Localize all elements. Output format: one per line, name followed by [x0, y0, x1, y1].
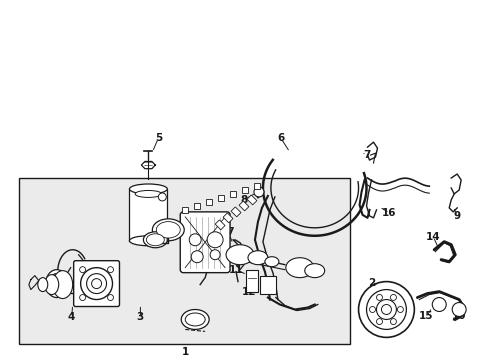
Ellipse shape	[181, 310, 209, 329]
Text: 16: 16	[382, 208, 396, 218]
Text: 2: 2	[367, 278, 374, 288]
Bar	[218, 195, 224, 201]
Bar	[229, 191, 236, 197]
Text: 11: 11	[228, 265, 243, 275]
Ellipse shape	[247, 251, 267, 265]
Text: 10: 10	[451, 311, 466, 321]
Bar	[129, 189, 167, 241]
Ellipse shape	[152, 219, 184, 241]
Ellipse shape	[143, 232, 167, 248]
Circle shape	[207, 232, 223, 248]
FancyBboxPatch shape	[180, 212, 229, 273]
Ellipse shape	[135, 190, 162, 197]
Bar	[223, 213, 232, 223]
Text: 13: 13	[188, 237, 203, 247]
Text: 14: 14	[425, 232, 440, 242]
Circle shape	[358, 282, 413, 337]
Circle shape	[431, 298, 446, 311]
Bar	[194, 203, 200, 209]
Circle shape	[451, 302, 465, 316]
Bar	[182, 207, 188, 213]
Text: 5: 5	[154, 133, 162, 143]
Text: 7: 7	[362, 150, 369, 160]
Circle shape	[80, 294, 85, 301]
Circle shape	[189, 234, 201, 246]
Circle shape	[91, 279, 102, 289]
Bar	[206, 199, 212, 205]
Text: 12: 12	[241, 287, 256, 297]
Text: 1: 1	[181, 347, 188, 357]
Circle shape	[191, 251, 203, 263]
Circle shape	[366, 289, 406, 329]
Circle shape	[210, 250, 220, 260]
Ellipse shape	[264, 257, 278, 267]
FancyBboxPatch shape	[74, 261, 119, 306]
Circle shape	[376, 294, 382, 300]
Bar	[260, 276, 275, 293]
Ellipse shape	[129, 236, 167, 246]
Bar	[242, 187, 247, 193]
Text: 17: 17	[220, 227, 235, 237]
Bar	[215, 220, 224, 230]
Bar	[19, 178, 349, 345]
Circle shape	[107, 294, 113, 301]
Ellipse shape	[285, 258, 313, 278]
Bar	[253, 183, 260, 189]
Bar	[239, 201, 248, 211]
Ellipse shape	[129, 184, 167, 194]
Ellipse shape	[46, 270, 67, 298]
Text: 9: 9	[453, 211, 460, 221]
Circle shape	[389, 319, 396, 325]
Circle shape	[376, 319, 382, 325]
Circle shape	[107, 267, 113, 273]
Circle shape	[389, 294, 396, 300]
Text: 8: 8	[240, 195, 247, 205]
Ellipse shape	[225, 245, 253, 265]
Circle shape	[381, 305, 390, 315]
Text: 15: 15	[418, 311, 433, 321]
Circle shape	[86, 274, 106, 293]
Circle shape	[81, 268, 112, 300]
Ellipse shape	[38, 278, 48, 292]
Circle shape	[253, 187, 264, 197]
Ellipse shape	[146, 234, 164, 246]
Text: 3: 3	[137, 312, 144, 323]
Ellipse shape	[156, 222, 180, 238]
Ellipse shape	[185, 313, 205, 326]
Circle shape	[80, 267, 85, 273]
Ellipse shape	[49, 274, 64, 293]
Ellipse shape	[51, 276, 62, 291]
Ellipse shape	[45, 275, 59, 294]
Text: 4: 4	[68, 312, 75, 323]
Text: 6: 6	[277, 133, 284, 143]
Circle shape	[158, 193, 166, 201]
Bar	[245, 270, 258, 292]
Ellipse shape	[53, 271, 73, 298]
Circle shape	[397, 306, 403, 312]
Circle shape	[376, 300, 396, 319]
Circle shape	[369, 306, 375, 312]
Bar	[246, 195, 256, 205]
Bar	[231, 207, 241, 217]
Ellipse shape	[304, 264, 324, 278]
